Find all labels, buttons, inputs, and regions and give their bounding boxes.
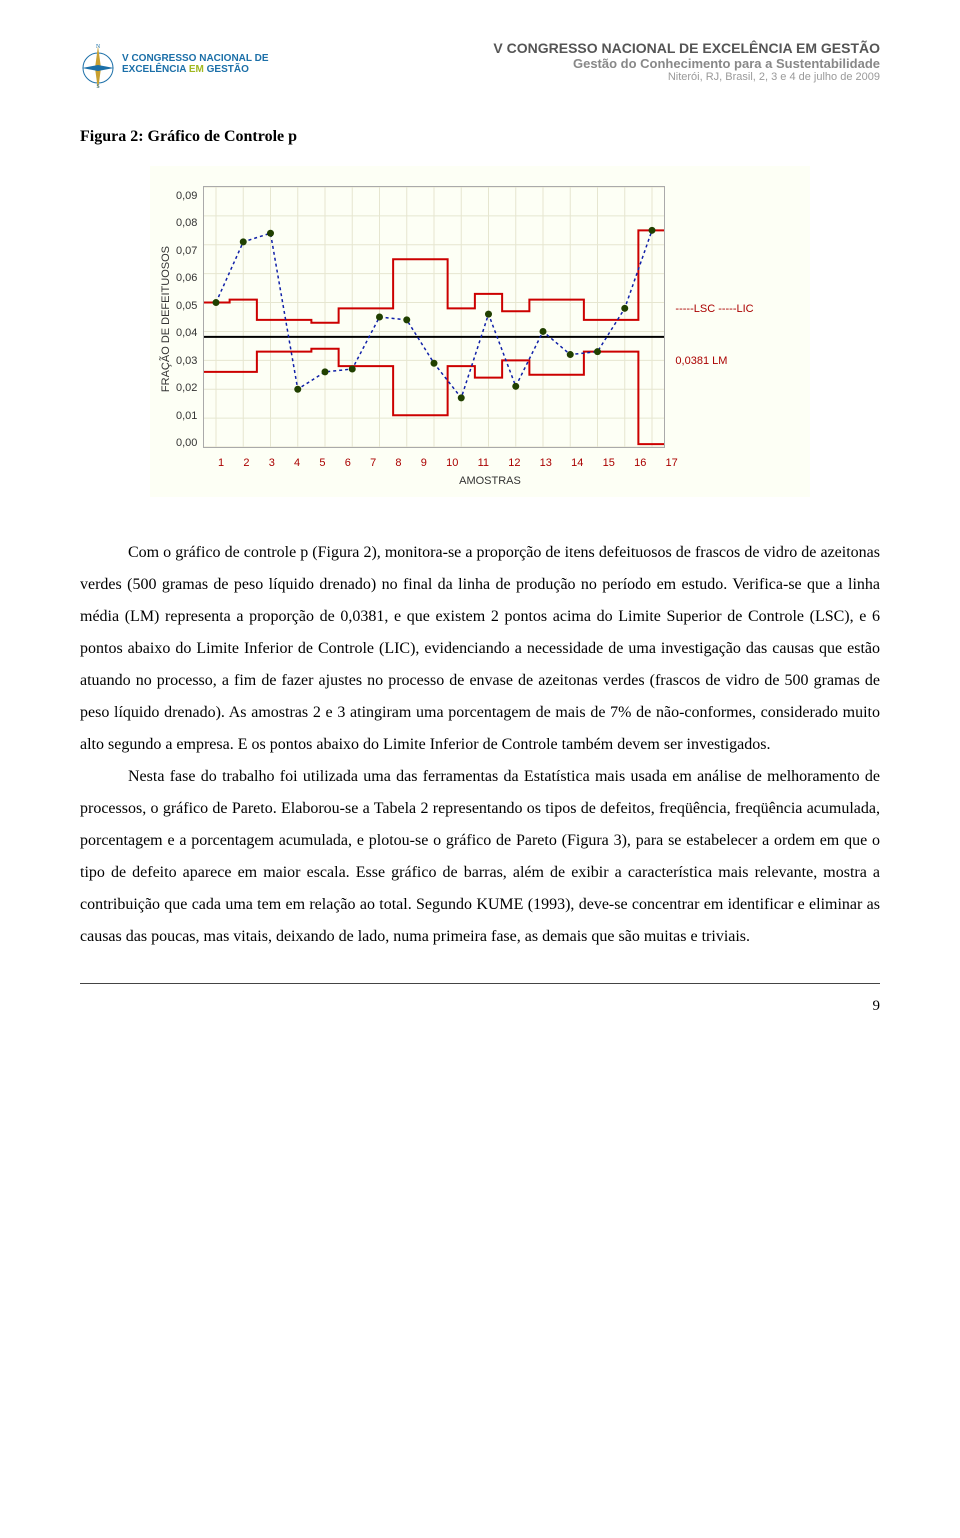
svg-text:S: S [96,84,99,88]
body-text: Com o gráfico de controle p (Figura 2), … [80,537,880,953]
chart-xticks: 1234567891011121314151617 [218,457,678,469]
logo-line2b: EM [189,64,204,75]
svg-text:N: N [96,44,101,50]
chart-legend: -----LSC -----LIC 0,0381 LM [675,273,753,367]
logo-line1: V CONGRESSO NACIONAL DE [122,53,269,64]
logo-text: V CONGRESSO NACIONAL DE EXCELÊNCIA EM GE… [122,53,269,75]
header-title-2: Gestão do Conhecimento para a Sustentabi… [493,56,880,71]
compass-icon: N S [80,40,116,88]
logo-line2a: EXCELÊNCIA [122,64,186,75]
chart-xlabel: AMOSTRAS [180,475,800,487]
header-title-1: V CONGRESSO NACIONAL DE EXCELÊNCIA EM GE… [493,40,880,56]
paragraph-2: Nesta fase do trabalho foi utilizada uma… [80,761,880,953]
paragraph-1: Com o gráfico de controle p (Figura 2), … [80,537,880,761]
logo: N S V CONGRESSO NACIONAL DE EXCELÊNCIA E… [80,40,269,88]
header-titles: V CONGRESSO NACIONAL DE EXCELÊNCIA EM GE… [493,40,880,83]
page-number: 9 [873,998,881,1015]
footer-rule [80,983,880,985]
legend-lm: 0,0381 LM [675,355,753,367]
control-chart: FRAÇÃO DE DEFEITUOSOS 0,090,080,070,060,… [150,166,810,497]
chart-yticks: 0,090,080,070,060,050,040,030,020,010,00 [176,190,203,450]
page-header: N S V CONGRESSO NACIONAL DE EXCELÊNCIA E… [80,40,880,88]
figure-caption: Figura 2: Gráfico de Controle p [80,128,880,146]
legend-lsc-lic: -----LSC -----LIC [675,303,753,315]
logo-line2c: GESTÃO [207,64,249,75]
chart-plot-area [203,186,665,448]
header-title-3: Niterói, RJ, Brasil, 2, 3 e 4 de julho d… [493,71,880,83]
chart-ylabel: FRAÇÃO DE DEFEITUOSOS [160,246,172,392]
